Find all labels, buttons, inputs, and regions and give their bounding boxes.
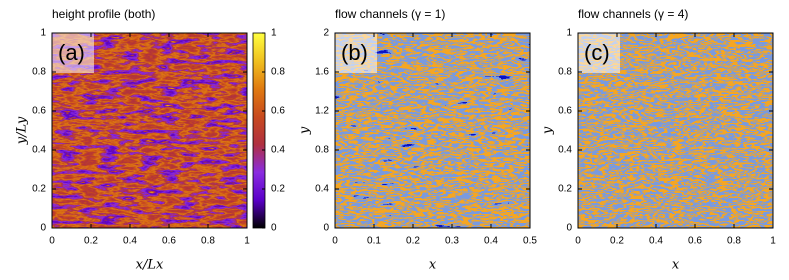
- panel-title: height profile (both): [52, 7, 155, 21]
- panel-label-box: [335, 33, 377, 73]
- y-tick-label: 0.8: [315, 145, 329, 156]
- y-tick-label: 1.2: [315, 106, 329, 117]
- y-tick-label: 0: [40, 223, 46, 234]
- x-tick-label: 0.1: [367, 236, 381, 247]
- x-tick-label: 0: [575, 236, 581, 247]
- y-tick-label: 1.6: [315, 67, 329, 78]
- colorbar-tick-label: 0.8: [271, 67, 285, 78]
- x-tick-label: 0.4: [649, 236, 663, 247]
- x-axis-label: x: [672, 258, 680, 273]
- y-tick-label: 0.2: [32, 184, 46, 195]
- plot-frame: [334, 32, 531, 229]
- y-axis-label: y: [298, 126, 313, 135]
- y-axis-label: y/Ly: [15, 116, 30, 145]
- colorbar: [252, 32, 266, 229]
- y-tick-label: 0: [566, 223, 572, 234]
- y-tick-label: 0.4: [32, 145, 46, 156]
- y-tick-label: 2: [323, 28, 329, 39]
- x-tick-label: 0.5: [523, 236, 537, 247]
- x-tick-label: 1: [244, 236, 250, 247]
- x-tick-label: 1: [770, 236, 776, 247]
- y-tick-label: 0.6: [32, 106, 46, 117]
- panel-label-box: [52, 33, 94, 73]
- colorbar-tick-label: 0.6: [271, 106, 285, 117]
- panel-label: (b): [341, 40, 368, 65]
- panel: flow channels (γ = 4) (c) 0 0.2 0.4 0.6 0.8 1 0 0…: [541, 7, 777, 272]
- y-tick-label: 0.8: [558, 67, 572, 78]
- plot-frame: [51, 32, 248, 229]
- panel: height profile (both)(a)0 0.2 0.4 0.6 0.8 100…: [15, 7, 286, 272]
- x-tick-label: 0.8: [727, 236, 741, 247]
- y-tick-label: 0: [323, 223, 329, 234]
- y-tick-label: 0.4: [315, 184, 329, 195]
- y-tick-label: 0.4: [558, 145, 572, 156]
- y-tick-label: 0.6: [558, 106, 572, 117]
- x-tick-label: 0.6: [162, 236, 176, 247]
- panel-label: (c): [584, 40, 610, 65]
- y-tick-label: 0.2: [558, 184, 572, 195]
- colorbar-tick-label: 0.4: [271, 145, 285, 156]
- colorbar-tick-label: 0.2: [271, 184, 285, 195]
- x-tick-label: 0.6: [688, 236, 702, 247]
- x-tick-label: 0.3: [445, 236, 459, 247]
- y-tick-label: 1: [40, 28, 46, 39]
- x-tick-label: 0.2: [610, 236, 624, 247]
- x-tick-label: 0.8: [201, 236, 215, 247]
- x-tick-label: 0.4: [123, 236, 137, 247]
- panel: flow channels (γ = 1) (b) 0 0.1 0.2 0.3 0.4 0.5…: [298, 7, 538, 272]
- x-tick-label: 0.4: [484, 236, 498, 247]
- colorbar-tick-label: 0: [271, 223, 277, 234]
- x-axis-label: x: [429, 258, 437, 273]
- x-tick-label: 0: [332, 236, 338, 247]
- plot-frame: [577, 32, 774, 229]
- y-tick-label: 0.8: [32, 67, 46, 78]
- x-tick-label: 0.2: [406, 236, 420, 247]
- y-axis-label: y: [541, 126, 556, 135]
- panel-title: flow channels (γ = 1): [335, 7, 445, 21]
- x-tick-label: 0: [49, 236, 55, 247]
- panel-label: (a): [58, 40, 85, 65]
- colorbar-tick-label: 1: [271, 28, 277, 39]
- y-tick-label: 1: [566, 28, 572, 39]
- panel-title: flow channels (γ = 4): [578, 7, 688, 21]
- panel-label-box: [578, 33, 620, 73]
- x-tick-label: 0.2: [84, 236, 98, 247]
- x-axis-label: x/Lx: [136, 258, 164, 273]
